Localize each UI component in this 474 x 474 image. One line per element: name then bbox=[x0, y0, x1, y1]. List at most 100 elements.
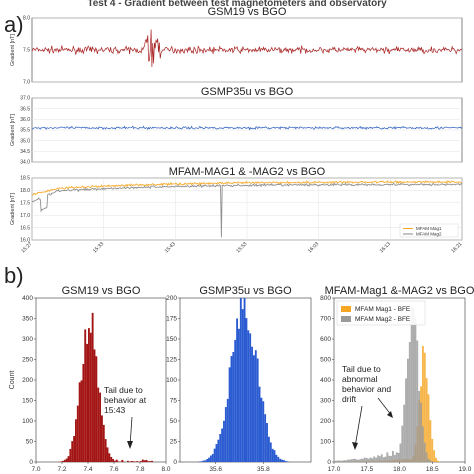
histogram-bar bbox=[71, 441, 74, 462]
histogram-bar bbox=[121, 459, 124, 462]
histogram-bar bbox=[258, 386, 261, 462]
histogram-bar bbox=[84, 329, 87, 462]
y-tick-label: 7.0 bbox=[23, 80, 30, 86]
histogram-bar bbox=[341, 460, 344, 462]
histogram-bar bbox=[215, 444, 218, 462]
y-tick-label: 17.5 bbox=[20, 201, 30, 207]
y-tick-label: 25 bbox=[170, 439, 178, 446]
histogram-bar bbox=[420, 402, 422, 462]
legend-label: MFAM Mag1 bbox=[416, 226, 442, 231]
histogram-bar bbox=[130, 461, 133, 462]
histogram-bar bbox=[76, 405, 79, 462]
histogram-bar bbox=[219, 433, 222, 462]
histogram-bar bbox=[416, 340, 419, 462]
histogram-bar bbox=[421, 426, 424, 462]
y-tick-label: 18.5 bbox=[20, 176, 30, 182]
panel-title: GSM19 vs BGO bbox=[208, 6, 287, 18]
y-axis-label: Gradient [nT] bbox=[10, 33, 16, 66]
histogram-bar bbox=[429, 420, 432, 462]
histogram-bar bbox=[145, 459, 148, 462]
histogram-bar bbox=[347, 459, 349, 462]
y-tick-label: 200 bbox=[320, 418, 331, 425]
histogram-bar bbox=[217, 439, 220, 462]
annotation-gsm19: Tail due to behavior at 15:43 bbox=[104, 385, 147, 449]
y-tick-label: 36.0 bbox=[20, 117, 30, 123]
histogram-bar bbox=[421, 345, 424, 462]
y-tick-label: 34.0 bbox=[20, 160, 30, 166]
histogram-bar bbox=[393, 455, 396, 462]
x-tick-label: 18.0 bbox=[393, 466, 406, 473]
histogram-bar bbox=[252, 355, 255, 462]
histogram-bar bbox=[206, 459, 209, 462]
histogram-bar bbox=[200, 461, 203, 462]
histogram-bar bbox=[224, 407, 227, 462]
histogram-bar bbox=[337, 460, 340, 462]
histogram-bar bbox=[382, 457, 385, 462]
annotation-gsm19-line1: Tail due to bbox=[104, 385, 143, 395]
histogram-bar bbox=[236, 318, 239, 462]
annotation-mfam-line1: Tail due to bbox=[342, 364, 381, 374]
histogram-bar bbox=[392, 450, 394, 462]
histogram-bar bbox=[243, 298, 246, 462]
chart-b1-gsm19-histogram: 0 50 100 150 200 250 300 350 400 7.0 7.2 7.4 7.6 7.8 8… bbox=[9, 285, 171, 473]
y-tick-label: 50 bbox=[26, 439, 34, 446]
x-tick-label: 16:03 bbox=[307, 241, 320, 254]
histogram-bar bbox=[67, 456, 70, 462]
histogram-bar bbox=[436, 460, 439, 462]
x-tick-label: 19.0 bbox=[459, 466, 472, 473]
plot-frame bbox=[333, 297, 466, 463]
histogram-bar bbox=[386, 452, 389, 462]
x-tick-label: 7.2 bbox=[57, 466, 66, 473]
histogram-bar bbox=[431, 461, 434, 462]
legend-box bbox=[399, 223, 459, 238]
x-tick-label: 7.8 bbox=[135, 466, 144, 473]
histogram-bar bbox=[375, 457, 378, 462]
chart-b2-gsmp35u-histogram: 0 25 50 75 100 125 150 175 200 35.6 35.8 GSMP35u vs… bbox=[166, 285, 312, 473]
histogram-bar bbox=[425, 452, 428, 462]
histogram-bar bbox=[373, 456, 376, 462]
annotation-gsm19-arrowhead bbox=[127, 441, 133, 449]
histogram-bar bbox=[286, 461, 289, 462]
histogram-bar bbox=[354, 458, 357, 462]
histogram-bar bbox=[427, 394, 430, 462]
legend-label: MFAM Mag2 - BFE bbox=[355, 316, 411, 323]
y-tick-label: 35.5 bbox=[20, 128, 30, 134]
histogram-bar bbox=[267, 436, 270, 462]
x-tick-label: 15:43 bbox=[164, 241, 177, 254]
legend-label: MFAM Mag2 bbox=[416, 232, 442, 237]
histogram-bar bbox=[358, 459, 361, 462]
histogram-bar bbox=[367, 458, 370, 462]
histogram-bar bbox=[221, 428, 224, 462]
histogram-bar bbox=[262, 401, 265, 462]
histogram-bar bbox=[363, 457, 366, 462]
histogram-bar bbox=[62, 460, 64, 462]
y-tick-label: 150 bbox=[166, 336, 177, 343]
histogram-bar bbox=[365, 457, 368, 462]
panel-title: GSMP35u vs BGO bbox=[199, 285, 292, 297]
histogram-bar bbox=[239, 298, 242, 462]
histogram-bar bbox=[91, 312, 94, 462]
histogram-bar bbox=[279, 458, 282, 462]
histogram-bar bbox=[97, 387, 100, 462]
y-tick-label: 175 bbox=[166, 316, 177, 323]
histogram-bar bbox=[378, 456, 381, 462]
histogram-bar bbox=[101, 415, 103, 462]
histogram-bar bbox=[251, 346, 253, 462]
histogram-bar bbox=[408, 342, 411, 462]
histogram-bar bbox=[405, 378, 407, 462]
y-tick-label: 50 bbox=[170, 418, 178, 425]
legend-box bbox=[336, 300, 426, 326]
histogram-bar bbox=[425, 378, 428, 462]
histogram-bar bbox=[377, 455, 379, 462]
y-axis-label: Gradient [nT] bbox=[10, 113, 16, 146]
histogram-bar bbox=[115, 459, 118, 462]
histogram-bar bbox=[151, 460, 153, 462]
y-tick-label: 125 bbox=[166, 357, 177, 364]
histogram-bar bbox=[99, 392, 101, 462]
histogram-bar bbox=[256, 358, 259, 462]
histogram-bar bbox=[412, 308, 415, 462]
histogram-bar bbox=[371, 458, 374, 462]
x-tick-label: 15:33 bbox=[92, 241, 105, 254]
chart-a1-gsm19-timeseries: 7.0 7.5 8.0 GSM19 vs BGO Gradient [nT] bbox=[10, 6, 463, 86]
